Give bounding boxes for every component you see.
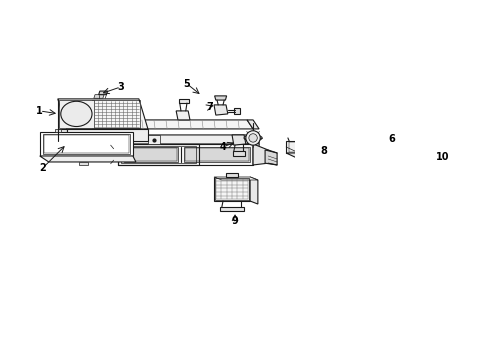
Polygon shape — [176, 111, 190, 120]
Polygon shape — [232, 135, 246, 145]
Text: 8: 8 — [320, 146, 327, 156]
Polygon shape — [98, 91, 108, 95]
Polygon shape — [40, 132, 133, 156]
Polygon shape — [265, 150, 277, 165]
Text: 5: 5 — [184, 79, 190, 89]
Polygon shape — [220, 207, 244, 211]
Polygon shape — [250, 177, 258, 204]
Polygon shape — [253, 135, 259, 165]
Polygon shape — [233, 151, 245, 156]
Text: 3: 3 — [118, 82, 124, 92]
Polygon shape — [124, 147, 178, 162]
Polygon shape — [118, 135, 259, 144]
Ellipse shape — [61, 101, 92, 126]
Polygon shape — [79, 162, 88, 165]
Polygon shape — [133, 120, 253, 129]
Polygon shape — [59, 100, 94, 128]
Polygon shape — [118, 144, 253, 165]
Text: 6: 6 — [388, 134, 394, 144]
Polygon shape — [58, 129, 67, 141]
Ellipse shape — [244, 135, 262, 141]
Polygon shape — [114, 149, 121, 160]
Text: 4: 4 — [220, 142, 226, 152]
Polygon shape — [58, 99, 148, 129]
Polygon shape — [148, 135, 160, 144]
Polygon shape — [215, 96, 227, 100]
Polygon shape — [409, 129, 454, 153]
Polygon shape — [226, 173, 238, 177]
Polygon shape — [247, 120, 259, 129]
Text: 2: 2 — [39, 163, 46, 173]
Polygon shape — [94, 95, 104, 98]
Polygon shape — [286, 141, 301, 153]
Polygon shape — [454, 129, 459, 156]
Text: 7: 7 — [206, 102, 213, 112]
Text: 10: 10 — [436, 152, 449, 162]
Polygon shape — [40, 156, 136, 162]
Polygon shape — [214, 105, 228, 115]
Polygon shape — [55, 129, 61, 132]
Polygon shape — [253, 144, 268, 165]
Text: 9: 9 — [232, 216, 239, 226]
Ellipse shape — [249, 134, 257, 142]
Polygon shape — [234, 108, 240, 114]
Polygon shape — [179, 99, 189, 103]
Polygon shape — [214, 177, 258, 180]
Polygon shape — [416, 125, 448, 129]
Polygon shape — [409, 129, 459, 132]
Polygon shape — [286, 153, 310, 157]
Ellipse shape — [246, 131, 260, 145]
Polygon shape — [184, 147, 250, 162]
Text: 1: 1 — [36, 106, 43, 116]
Polygon shape — [214, 177, 250, 201]
Polygon shape — [67, 129, 148, 141]
